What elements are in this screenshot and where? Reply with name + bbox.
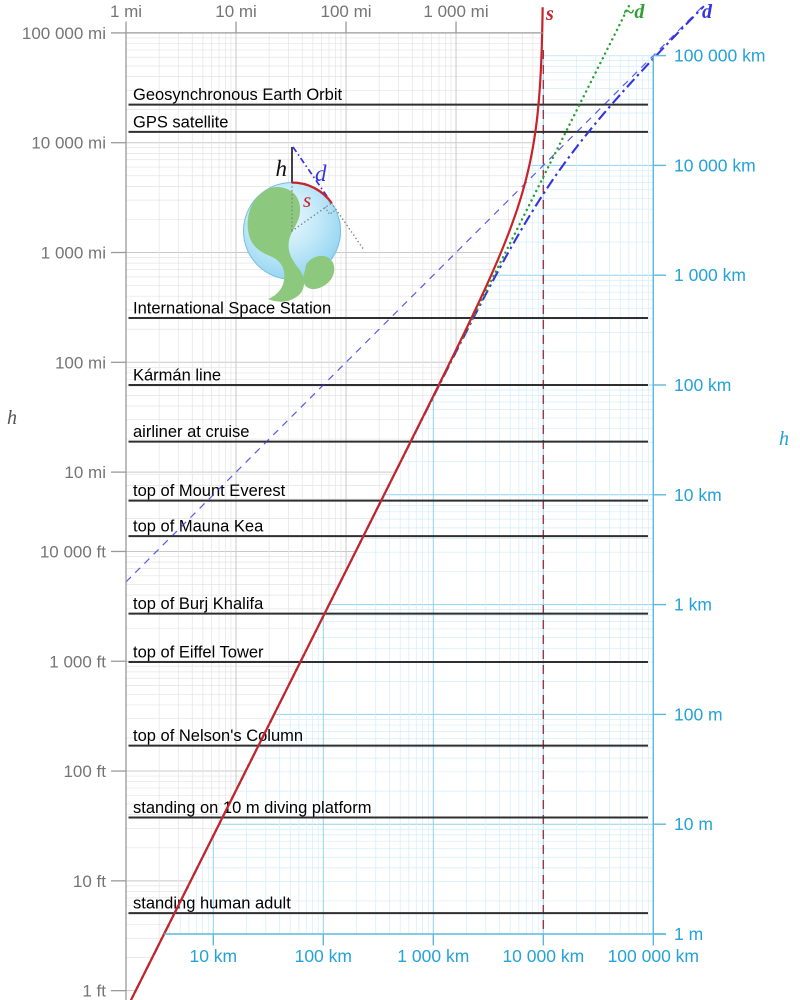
right-angle-mark bbox=[324, 206, 337, 216]
continent-shape bbox=[247, 186, 305, 302]
feature-label: standing on 10 m diving platform bbox=[133, 799, 371, 817]
left-axis-tick-label: 10 ft bbox=[73, 872, 106, 891]
left-axis-tick-label: 10 000 ft bbox=[40, 542, 106, 561]
right-axis-tick-label: 1 m bbox=[674, 924, 703, 944]
top-axis-tick-label: 1 mi bbox=[110, 2, 142, 21]
curve-label-d-approx: ~d bbox=[623, 1, 645, 23]
right-axis-tick-label: 10 km bbox=[674, 485, 722, 505]
left-axis-tick-label: 1 ft bbox=[82, 982, 106, 1000]
left-axis-tick-label: 1 000 ft bbox=[49, 652, 106, 671]
earth-inset-diagram: h ds bbox=[243, 146, 364, 302]
bottom-axis-tick-label: 10 km bbox=[189, 946, 237, 966]
feature-label: top of Mount Everest bbox=[133, 482, 286, 500]
d-equals-h-asymptote bbox=[125, 5, 704, 583]
left-axis-tick-label: 10 mi bbox=[64, 463, 106, 482]
right-axis-tick-label: 100 km bbox=[674, 375, 731, 395]
top-axis-tick-label: 10 mi bbox=[215, 2, 257, 21]
right-axis-tick-label: 1 000 km bbox=[674, 265, 746, 285]
inset-h-label: h bbox=[276, 156, 288, 181]
feature-label: International Space Station bbox=[133, 299, 331, 317]
curve-d-straight-line-distance bbox=[129, 5, 705, 1000]
right-axis-title: h bbox=[779, 428, 789, 450]
feature-label: top of Nelson's Column bbox=[133, 727, 303, 745]
curve-label-s: s bbox=[545, 3, 554, 25]
left-axis-title: h bbox=[7, 407, 17, 429]
right-axis-tick-label: 100 000 km bbox=[674, 46, 765, 66]
left-axis-tick-label: 100 mi bbox=[55, 353, 106, 372]
left-axis-tick-label: 100 000 mi bbox=[22, 24, 106, 43]
bottom-axis-tick-label: 100 000 km bbox=[608, 946, 699, 966]
bottom-axis-tick-label: 100 km bbox=[295, 946, 352, 966]
curve-s-surface-distance bbox=[129, 7, 544, 1000]
feature-label: top of Burj Khalifa bbox=[133, 595, 264, 613]
feature-label: Kármán line bbox=[133, 367, 221, 385]
left-axis-tick-label: 1 000 mi bbox=[41, 244, 106, 263]
right-axis-tick-label: 10 000 km bbox=[674, 155, 756, 175]
inset-d-label: d bbox=[315, 161, 327, 186]
left-axis-tick-label: 100 ft bbox=[63, 762, 106, 781]
inset-s-arc bbox=[291, 181, 333, 204]
left-axis-tick-label: 10 000 mi bbox=[31, 134, 106, 153]
bottom-axis-tick-label: 1 000 km bbox=[397, 946, 469, 966]
top-axis-tick-label: 1 000 mi bbox=[423, 2, 488, 21]
feature-label: top of Eiffel Tower bbox=[133, 644, 264, 662]
curve-label-d: d bbox=[702, 1, 713, 23]
bottom-axis-tick-label: 10 000 km bbox=[502, 946, 584, 966]
feature-lines: Geosynchronous Earth Orbit GPS satellite I… bbox=[128, 86, 648, 915]
feature-label: GPS satellite bbox=[133, 113, 228, 131]
top-axis-tick-label: 100 mi bbox=[321, 2, 372, 21]
feature-label: top of Mauna Kea bbox=[133, 518, 264, 536]
right-axis-tick-label: 10 m bbox=[674, 814, 713, 834]
continent-shape bbox=[303, 255, 335, 290]
inset-s-label: s bbox=[303, 188, 311, 212]
right-axis-tick-label: 100 m bbox=[674, 704, 723, 724]
feature-label: Geosynchronous Earth Orbit bbox=[133, 86, 343, 104]
right-axis-tick-label: 1 km bbox=[674, 595, 712, 615]
feature-label: airliner at cruise bbox=[133, 423, 249, 441]
feature-label: standing human adult bbox=[133, 895, 291, 913]
axes: 1 mi 10 mi 100 mi 1 000 mi 100 000 mi 10 000 … bbox=[7, 2, 789, 1000]
